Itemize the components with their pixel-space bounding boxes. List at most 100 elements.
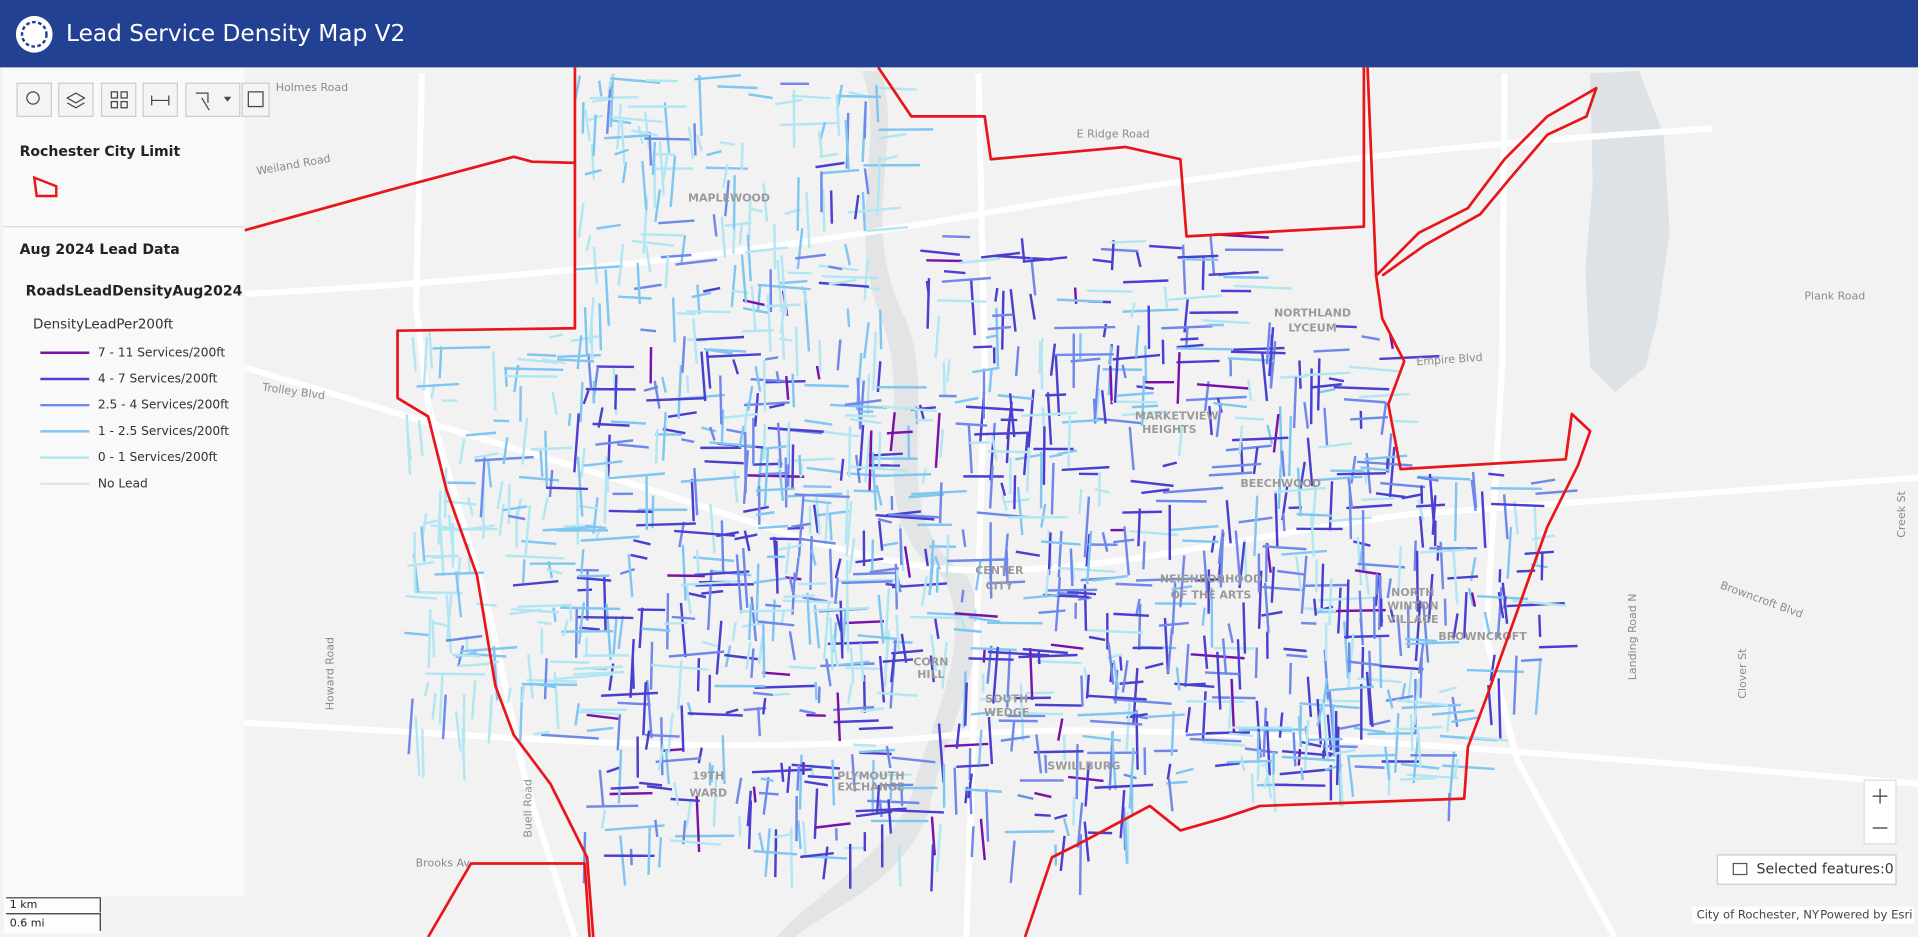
search-button[interactable]: [16, 82, 52, 117]
road-segment: [1297, 716, 1303, 748]
zoom-in[interactable]: [1872, 788, 1888, 804]
road-segment: [935, 567, 939, 593]
road-segment: [783, 594, 816, 599]
road-segment: [1274, 783, 1326, 787]
measure-button[interactable]: [142, 82, 178, 117]
road-segment: [818, 281, 870, 288]
road-segment: [1540, 551, 1544, 581]
road-segment: [605, 81, 612, 134]
road-segment: [706, 569, 713, 631]
road-segment: [860, 707, 885, 713]
road-segment: [687, 712, 743, 717]
road-segment: [1416, 503, 1446, 508]
road-segment: [850, 754, 857, 792]
road-segment: [569, 603, 573, 622]
road-segment: [732, 175, 736, 231]
layers-button[interactable]: [58, 82, 94, 117]
road-segment: [643, 385, 659, 392]
road-segment: [1344, 634, 1390, 639]
road-segment: [1142, 541, 1146, 570]
road-segment: [454, 571, 463, 618]
road-segment: [524, 504, 532, 557]
road-segment: [1163, 618, 1170, 675]
road-segment: [1083, 496, 1091, 558]
road-segment: [1234, 416, 1264, 421]
field-title: DensityLeadPer200ft: [33, 318, 173, 333]
road-segment: [743, 505, 770, 513]
road-segment: [654, 429, 659, 464]
road-segment: [1228, 732, 1254, 738]
road-segment: [700, 351, 707, 402]
road-segment: [787, 271, 812, 275]
road-segment: [1278, 406, 1283, 466]
road-segment: [806, 592, 812, 645]
road-segment: [1336, 472, 1387, 476]
road-segment: [876, 691, 918, 698]
road-segment: [675, 258, 718, 266]
road-segment: [543, 658, 548, 700]
road-segment: [1181, 244, 1187, 295]
road-segment: [815, 161, 845, 169]
road-segment: [935, 824, 942, 872]
road-segment: [1100, 390, 1107, 424]
basemap-button[interactable]: [100, 82, 137, 117]
road-segment: [576, 335, 583, 370]
road-segment: [1126, 712, 1148, 719]
road-segment: [1088, 635, 1106, 642]
road-segment: [574, 608, 579, 658]
selection-widget[interactable]: Selected features:0: [1716, 854, 1897, 885]
road-segment: [1379, 664, 1424, 671]
road-segment: [752, 576, 787, 585]
road-segment: [610, 786, 639, 790]
select-button[interactable]: [185, 82, 241, 117]
road-segment: [810, 549, 817, 566]
neighborhood-label: WINTON: [1387, 599, 1438, 612]
road-segment: [619, 835, 627, 886]
road-segment: [798, 754, 803, 810]
road-segment: [428, 331, 434, 369]
road-segment: [704, 460, 744, 465]
road-segment: [1281, 755, 1336, 762]
road-segment: [680, 705, 685, 752]
road-segment: [748, 206, 763, 213]
road-segment: [953, 628, 982, 633]
road-segment: [1217, 529, 1225, 564]
road-segment: [1363, 562, 1370, 595]
road-segment: [858, 424, 865, 471]
road-segment: [863, 322, 870, 359]
road-segment: [804, 419, 833, 426]
road-segment: [1085, 674, 1091, 699]
road-segment: [1388, 446, 1396, 498]
road-segment: [1110, 239, 1146, 244]
road-segment: [730, 264, 737, 307]
road-segment: [1401, 703, 1461, 710]
road-segment: [863, 257, 869, 301]
neighborhood-label: CENTER: [975, 564, 1024, 577]
road-segment: [476, 602, 497, 607]
road-segment: [955, 422, 988, 427]
road-segment: [828, 548, 834, 598]
road-segment: [537, 620, 552, 626]
road-segment: [1361, 497, 1395, 501]
road-segment: [844, 243, 852, 266]
road-segment: [829, 617, 834, 671]
road-segment: [1177, 254, 1219, 259]
legend-button[interactable]: [241, 82, 270, 117]
road-segment: [1107, 642, 1115, 685]
road-segment: [1488, 472, 1505, 477]
road-segment: [507, 687, 512, 703]
road-segment: [1262, 707, 1268, 757]
road-segment: [669, 155, 677, 208]
select-dropdown[interactable]: [223, 96, 232, 102]
road-segment: [759, 471, 790, 476]
road-segment: [673, 782, 680, 806]
road-segment: [1512, 655, 1518, 715]
road-segment: [1394, 419, 1419, 424]
road-segment: [1044, 755, 1048, 774]
road-segment: [530, 446, 573, 451]
road-segment: [1137, 508, 1142, 547]
scale-metric: 1 km: [10, 898, 38, 911]
road-segment: [539, 450, 544, 477]
road-segment: [1320, 563, 1325, 609]
